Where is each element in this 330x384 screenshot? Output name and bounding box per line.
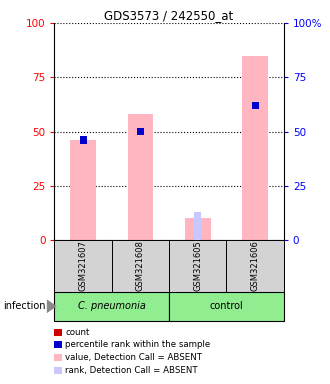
Text: value, Detection Call = ABSENT: value, Detection Call = ABSENT: [65, 353, 202, 362]
Bar: [185, 218, 211, 240]
Text: control: control: [210, 301, 243, 311]
Text: GSM321605: GSM321605: [193, 240, 202, 291]
Polygon shape: [47, 300, 57, 313]
Text: GSM321608: GSM321608: [136, 240, 145, 291]
Text: percentile rank within the sample: percentile rank within the sample: [65, 340, 211, 349]
Bar: [54, 329, 62, 336]
Bar: [54, 292, 169, 321]
Text: GSM321607: GSM321607: [79, 240, 88, 291]
Bar: [70, 140, 96, 240]
Text: C. pneumonia: C. pneumonia: [78, 301, 146, 311]
Bar: [226, 240, 284, 292]
Bar: [54, 354, 62, 361]
Bar: [80, 136, 86, 144]
Bar: [169, 292, 284, 321]
Text: rank, Detection Call = ABSENT: rank, Detection Call = ABSENT: [65, 366, 198, 375]
Text: GSM321606: GSM321606: [250, 240, 260, 291]
Bar: [242, 56, 268, 240]
Bar: [54, 367, 62, 374]
Bar: [54, 341, 62, 348]
Bar: [137, 128, 144, 135]
Bar: [169, 240, 226, 292]
Title: GDS3573 / 242550_at: GDS3573 / 242550_at: [105, 9, 234, 22]
Text: count: count: [65, 328, 90, 337]
Bar: [112, 240, 169, 292]
Text: infection: infection: [3, 301, 46, 311]
Bar: [54, 240, 112, 292]
Bar: [128, 114, 153, 240]
Bar: [252, 102, 259, 109]
Bar: [194, 212, 201, 240]
